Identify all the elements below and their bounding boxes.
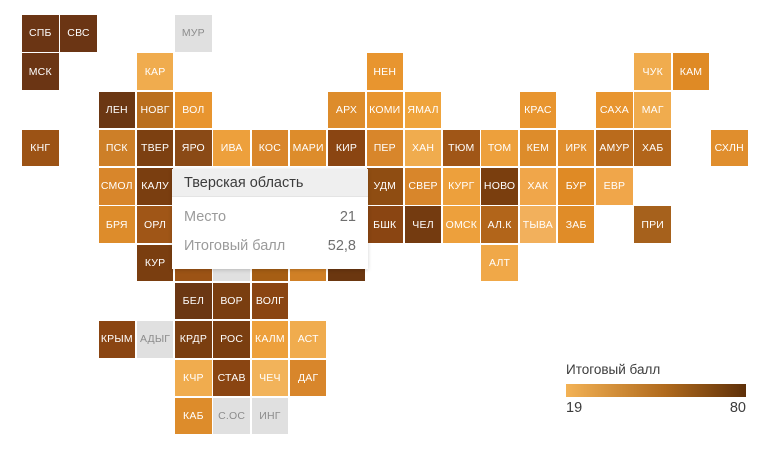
region-tile-ЗАБ[interactable]: ЗАБ: [557, 206, 595, 243]
region-tile-АЛ.К[interactable]: АЛ.К: [481, 206, 518, 243]
region-tile-ТЫВА[interactable]: ТЫВА: [519, 206, 557, 243]
region-tile-ЧЕЧ[interactable]: ЧЕЧ: [251, 359, 289, 397]
region-tile-КАЛМ[interactable]: КАЛМ: [251, 321, 289, 358]
region-tile-ХАН[interactable]: ХАН: [404, 129, 442, 167]
region-tile-СХЛН[interactable]: СХЛН: [711, 129, 748, 167]
region-tile-КЕМ[interactable]: КЕМ: [519, 129, 557, 167]
region-tile-ЧЕЛ[interactable]: ЧЕЛ: [404, 206, 442, 243]
color-scale-legend: Итоговый балл 19 80: [566, 362, 746, 416]
tooltip-place-row: Место 21: [172, 209, 368, 226]
region-tile-БУР[interactable]: БУР: [557, 168, 595, 205]
region-tile-МАРИ[interactable]: МАРИ: [289, 129, 327, 167]
region-tile-АДЫГ[interactable]: АДЫГ: [136, 321, 174, 358]
region-tile-ОМСК[interactable]: ОМСК: [443, 206, 480, 243]
legend-gradient-bar: [566, 384, 746, 397]
tooltip-score-value: 52,8: [327, 238, 356, 254]
region-tile-НОВО[interactable]: НОВО: [481, 168, 518, 205]
region-tile-ЕВР[interactable]: ЕВР: [596, 168, 633, 205]
region-tile-ВОЛГ[interactable]: ВОЛГ: [251, 282, 289, 320]
region-tile-ЯМАЛ[interactable]: ЯМАЛ: [404, 91, 442, 129]
region-tile-УДМ[interactable]: УДМ: [366, 168, 404, 205]
region-tile-ПЕР[interactable]: ПЕР: [366, 129, 404, 167]
tooltip-score-row: Итоговый балл 52,8: [172, 238, 368, 255]
region-tile-ЯРО[interactable]: ЯРО: [175, 129, 212, 167]
region-tile-ВОЛ[interactable]: ВОЛ: [175, 91, 212, 129]
region-tile-АЛТ[interactable]: АЛТ: [481, 244, 518, 282]
region-tile-БШК[interactable]: БШК: [366, 206, 404, 243]
region-tile-АМУР[interactable]: АМУР: [596, 129, 633, 167]
region-tile-КАБ[interactable]: КАБ: [175, 397, 212, 435]
region-tile-КНГ[interactable]: КНГ: [22, 129, 59, 167]
region-tile-КАЛУ[interactable]: КАЛУ: [136, 168, 174, 205]
region-tile-СПБ[interactable]: СПБ: [22, 15, 59, 52]
tooltip-place-value: 21: [339, 209, 356, 225]
region-tile-АСТ[interactable]: АСТ: [289, 321, 327, 358]
region-tile-ОРЛ[interactable]: ОРЛ: [136, 206, 174, 243]
region-tile-ИРК[interactable]: ИРК: [557, 129, 595, 167]
region-tile-ТЮМ[interactable]: ТЮМ: [443, 129, 480, 167]
tooltip-score-label: Итоговый балл: [184, 238, 286, 254]
region-tile-КУРГ[interactable]: КУРГ: [443, 168, 480, 205]
region-tile-ХАБ[interactable]: ХАБ: [634, 129, 671, 167]
region-tile-СВЕР[interactable]: СВЕР: [404, 168, 442, 205]
region-tile-КОС[interactable]: КОС: [251, 129, 289, 167]
region-tile-БЕЛ[interactable]: БЕЛ: [175, 282, 212, 320]
region-tile-МУР[interactable]: МУР: [175, 15, 212, 52]
region-tile-КУР[interactable]: КУР: [136, 244, 174, 282]
region-tile-ХАК[interactable]: ХАК: [519, 168, 557, 205]
legend-max-value: 80: [729, 400, 746, 416]
region-tile-МАГ[interactable]: МАГ: [634, 91, 671, 129]
region-tile-ДАГ[interactable]: ДАГ: [289, 359, 327, 397]
region-tile-ИНГ[interactable]: ИНГ: [251, 397, 289, 435]
region-tile-СТАВ[interactable]: СТАВ: [213, 359, 250, 397]
region-tile-ТВЕР[interactable]: ТВЕР: [136, 129, 174, 167]
tooltip-region-name: Тверская область: [172, 169, 368, 197]
region-tile-ЧУК[interactable]: ЧУК: [634, 53, 671, 90]
region-tile-ТОМ[interactable]: ТОМ: [481, 129, 518, 167]
region-tile-РОС[interactable]: РОС: [213, 321, 250, 358]
region-tile-КРЫМ[interactable]: КРЫМ: [98, 321, 136, 358]
region-tile-КРАС[interactable]: КРАС: [519, 91, 557, 129]
region-tile-С.ОС[interactable]: С.ОС: [213, 397, 250, 435]
region-tile-ИВА[interactable]: ИВА: [213, 129, 250, 167]
tooltip-place-label: Место: [184, 209, 227, 225]
region-tile-КЧР[interactable]: КЧР: [175, 359, 212, 397]
legend-title: Итоговый балл: [566, 362, 661, 377]
region-tooltip: Тверская область Место 21 Итоговый балл …: [172, 169, 368, 269]
region-tile-ПСК[interactable]: ПСК: [98, 129, 136, 167]
region-tile-ВОР[interactable]: ВОР: [213, 282, 250, 320]
region-tile-НЕН[interactable]: НЕН: [366, 53, 404, 90]
legend-ticks: 19 80: [566, 400, 746, 416]
region-tile-ПРИ[interactable]: ПРИ: [634, 206, 671, 243]
region-tile-ЛЕН[interactable]: ЛЕН: [98, 91, 136, 129]
region-tile-БРЯ[interactable]: БРЯ: [98, 206, 136, 243]
legend-min-value: 19: [566, 400, 583, 416]
region-tile-КАР[interactable]: КАР: [136, 53, 174, 90]
region-tile-АРХ[interactable]: АРХ: [328, 91, 365, 129]
region-tile-КОМИ[interactable]: КОМИ: [366, 91, 404, 129]
region-tile-САХА[interactable]: САХА: [596, 91, 633, 129]
region-tile-КАМ[interactable]: КАМ: [672, 53, 710, 90]
region-tile-МСК[interactable]: МСК: [22, 53, 59, 90]
region-tile-КРДР[interactable]: КРДР: [175, 321, 212, 358]
region-tile-СВС[interactable]: СВС: [60, 15, 97, 52]
region-tile-КИР[interactable]: КИР: [328, 129, 365, 167]
region-tile-НОВГ[interactable]: НОВГ: [136, 91, 174, 129]
region-tile-СМОЛ[interactable]: СМОЛ: [98, 168, 136, 205]
